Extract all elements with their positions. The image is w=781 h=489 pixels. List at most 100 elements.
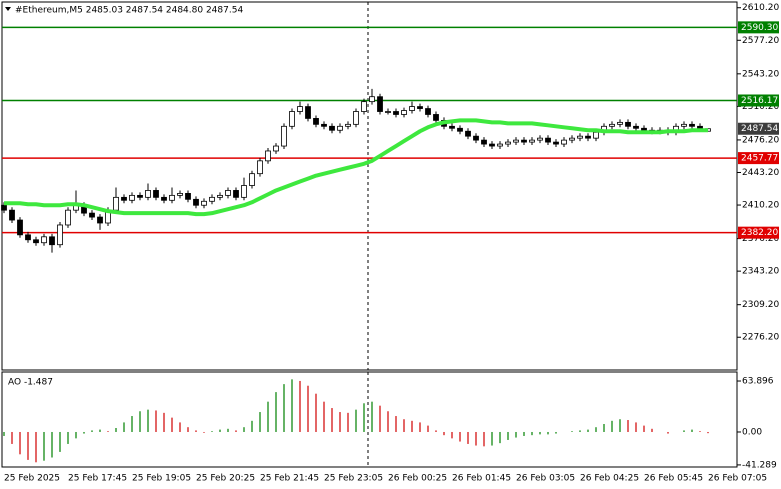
y-tick-label: 0.00	[742, 427, 762, 437]
candle-body	[153, 190, 159, 198]
y-tick-label: 2376.20	[742, 234, 779, 244]
candle-body	[9, 209, 15, 221]
candle-body	[401, 110, 407, 115]
candle-body	[345, 123, 351, 127]
level-label: 2457.77	[741, 154, 778, 164]
candle-body	[273, 145, 279, 152]
candle-body	[65, 209, 71, 226]
candle-body	[177, 192, 183, 196]
candle-body	[529, 139, 535, 143]
candle-body	[305, 106, 311, 119]
level-label-bg	[738, 152, 779, 165]
candle-body	[225, 190, 231, 196]
candle-body	[321, 123, 327, 127]
candle-body	[633, 125, 639, 129]
candle-body	[145, 190, 151, 198]
candle-body	[185, 192, 191, 200]
candle-body	[513, 139, 519, 143]
ao-frame	[1, 371, 738, 468]
candle-body	[209, 196, 215, 202]
level-label: 2516.17	[741, 96, 778, 106]
candle-body	[593, 131, 599, 139]
candle-body	[681, 123, 687, 127]
last-price-label: 2487.54	[741, 124, 778, 134]
x-tick-label: 25 Feb 19:05	[132, 474, 191, 484]
candle-body	[449, 125, 455, 129]
main-frame	[1, 1, 738, 371]
level-label: 2382.20	[741, 228, 778, 238]
x-tick-label: 25 Feb 20:25	[196, 474, 255, 484]
candle-body	[537, 137, 543, 141]
candle-body	[193, 198, 199, 206]
candle-body	[337, 125, 343, 131]
candle-body	[97, 216, 103, 224]
x-tick-label: 25 Feb 17:45	[68, 474, 127, 484]
candle-body	[297, 106, 303, 112]
candle-body	[353, 111, 359, 125]
candle-body	[361, 101, 367, 112]
candle-body	[385, 111, 391, 113]
candle-body	[489, 143, 495, 147]
candle-body	[561, 139, 567, 145]
candle-body	[121, 196, 127, 201]
level-label-bg	[738, 94, 779, 107]
y-tick-label: 2410.20	[742, 201, 779, 211]
y-tick-label: 2276.20	[742, 333, 779, 343]
y-tick-label: 2443.20	[742, 168, 779, 178]
x-tick-label: 26 Feb 04:25	[580, 474, 639, 484]
candle-body	[89, 212, 95, 218]
x-tick-label: 25 Feb 2025	[4, 474, 60, 484]
candle-body	[281, 125, 287, 147]
ao-title: AO -1.487	[8, 378, 53, 388]
level-label-bg	[738, 226, 779, 239]
x-tick-label: 25 Feb 23:05	[324, 474, 383, 484]
x-tick-label: 26 Feb 05:45	[644, 474, 703, 484]
candle-body	[113, 196, 119, 211]
y-tick-label: 2577.20	[742, 36, 779, 46]
candle-body	[25, 234, 31, 241]
candle-body	[641, 127, 647, 131]
moving-average	[4, 118, 708, 217]
candle-body	[41, 236, 47, 244]
candle-body	[425, 108, 431, 115]
candle-body	[249, 173, 255, 186]
y-tick-label: 2610.20	[742, 3, 779, 13]
candle-body	[329, 125, 335, 131]
candle-body	[369, 96, 375, 103]
chart-title: #Ethereum,M5 2485.03 2487.54 2484.80 248…	[15, 6, 243, 16]
candle-body	[57, 224, 63, 246]
candle-body	[505, 141, 511, 145]
candle-body	[257, 160, 263, 175]
candle-body	[577, 135, 583, 139]
candle-body	[625, 121, 631, 127]
x-tick-label: 26 Feb 00:25	[388, 474, 447, 484]
candle-body	[617, 121, 623, 125]
candle-body	[49, 236, 55, 246]
x-tick-label: 26 Feb 01:45	[452, 474, 511, 484]
candle-body	[697, 125, 703, 129]
candle-body	[1, 204, 7, 211]
x-tick-label: 26 Feb 03:05	[516, 474, 575, 484]
candle-body	[137, 194, 143, 198]
menu-arrow[interactable]	[5, 7, 11, 11]
candle-body	[265, 150, 271, 162]
candle-body	[569, 137, 575, 141]
candle-body	[201, 200, 207, 206]
x-tick-label: 25 Feb 21:45	[260, 474, 319, 484]
candle-body	[457, 127, 463, 132]
candle-body	[497, 143, 503, 147]
candle-body	[433, 114, 439, 121]
y-tick-label: 2343.20	[742, 267, 779, 277]
x-tick-label: 26 Feb 07:05	[708, 474, 767, 484]
candle-body	[17, 219, 23, 236]
level-label: 2590.30	[741, 23, 778, 33]
y-tick-label: 2476.20	[742, 135, 779, 145]
candle-body	[377, 96, 383, 112]
candle-body	[161, 196, 167, 201]
candle-body	[689, 123, 695, 127]
candle-body	[33, 239, 39, 244]
candle-body	[129, 194, 135, 201]
candle-body	[313, 118, 319, 125]
y-tick-label: 63.896	[742, 377, 774, 387]
